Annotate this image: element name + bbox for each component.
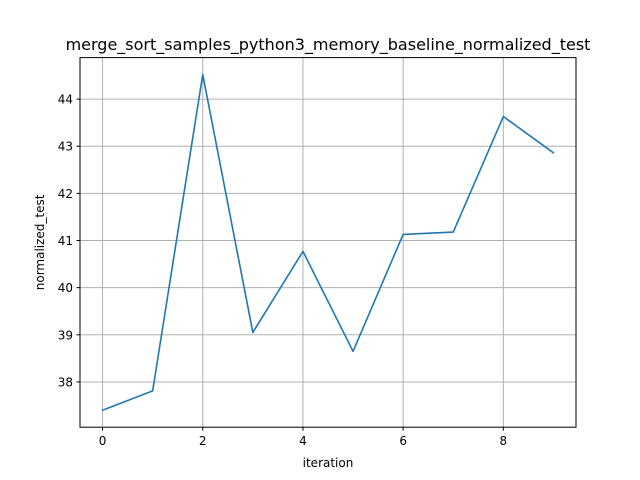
y-tick-label: 44 [58, 93, 73, 107]
x-tick-label: 2 [199, 434, 207, 448]
y-tick-label: 38 [58, 375, 73, 389]
series-line [101, 73, 555, 412]
y-tick-label: 43 [58, 140, 73, 154]
x-axis-label: iteration [303, 456, 354, 470]
y-tick-label: 42 [58, 187, 73, 201]
y-tick-label: 40 [58, 281, 73, 295]
x-tick-label: 4 [299, 434, 307, 448]
y-axis: 38 39 40 41 42 43 44 [58, 93, 80, 389]
y-tick-label: 39 [58, 328, 73, 342]
chart-title: merge_sort_samples_python3_memory_baseli… [66, 35, 591, 55]
y-tick-label: 41 [58, 234, 73, 248]
x-axis: 0 2 4 6 8 [99, 427, 507, 448]
plot-frame [79, 57, 577, 428]
grid [80, 57, 576, 428]
y-axis-label: normalized_test [33, 194, 47, 290]
x-tick-label: 8 [500, 434, 508, 448]
x-tick-label: 6 [399, 434, 407, 448]
series-layer [101, 73, 555, 412]
x-tick-label: 0 [99, 434, 107, 448]
